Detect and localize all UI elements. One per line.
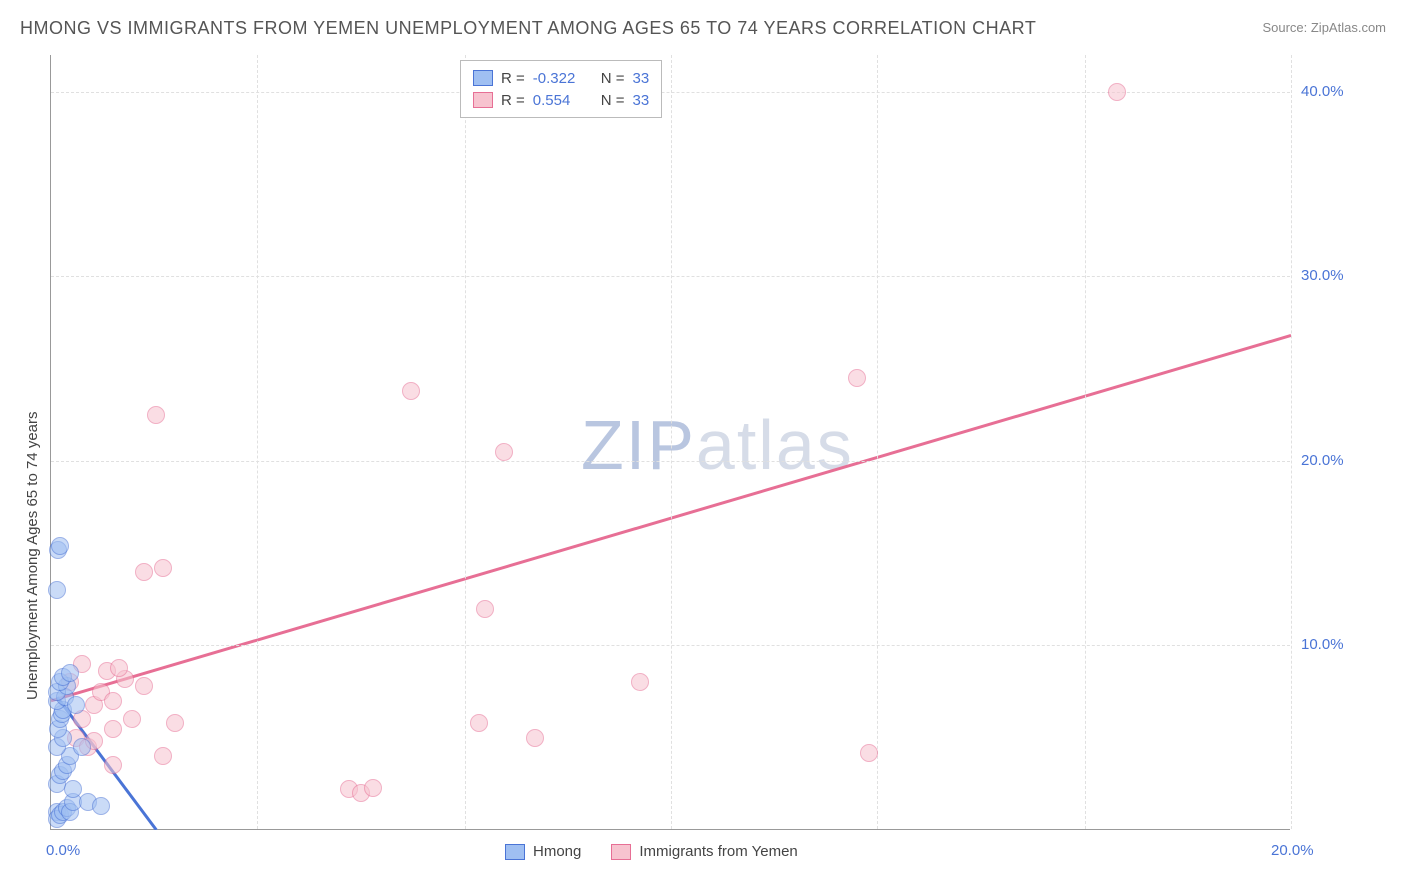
- legend-row: R = -0.322 N = 33: [473, 67, 649, 89]
- legend-swatch: [473, 70, 493, 86]
- legend-row: R = 0.554 N = 33: [473, 89, 649, 111]
- data-point-hmong: [73, 738, 91, 756]
- y-tick-label: 40.0%: [1301, 83, 1344, 100]
- legend-n-value: 33: [633, 70, 650, 87]
- data-point-yemen: [104, 756, 122, 774]
- plot-area: ZIPatlas 10.0%20.0%30.0%40.0%0.0%20.0%: [50, 55, 1290, 830]
- y-axis-label: Unemployment Among Ages 65 to 74 years: [24, 411, 41, 700]
- legend-swatch: [473, 92, 493, 108]
- legend-series: Hmong Immigrants from Yemen: [505, 843, 798, 860]
- watermark: ZIPatlas: [581, 405, 854, 485]
- legend-n-label: N =: [601, 92, 625, 109]
- legend-item: Immigrants from Yemen: [611, 843, 797, 860]
- legend-r-value: 0.554: [533, 92, 587, 109]
- x-tick-label: 0.0%: [46, 842, 80, 859]
- chart-title: HMONG VS IMMIGRANTS FROM YEMEN UNEMPLOYM…: [20, 18, 1036, 39]
- data-point-yemen: [860, 744, 878, 762]
- data-point-yemen: [123, 710, 141, 728]
- grid-line-v: [465, 55, 466, 829]
- data-point-yemen: [154, 747, 172, 765]
- data-point-yemen: [147, 406, 165, 424]
- legend-label: Immigrants from Yemen: [639, 843, 797, 860]
- grid-line-v: [1085, 55, 1086, 829]
- data-point-yemen: [631, 673, 649, 691]
- y-tick-label: 10.0%: [1301, 636, 1344, 653]
- data-point-yemen: [495, 443, 513, 461]
- data-point-yemen: [470, 714, 488, 732]
- grid-line-v: [257, 55, 258, 829]
- y-tick-label: 30.0%: [1301, 267, 1344, 284]
- legend-n-value: 33: [633, 92, 650, 109]
- data-point-hmong: [67, 696, 85, 714]
- data-point-yemen: [166, 714, 184, 732]
- chart-container: HMONG VS IMMIGRANTS FROM YEMEN UNEMPLOYM…: [0, 0, 1406, 892]
- data-point-yemen: [1108, 83, 1126, 101]
- x-tick-label: 20.0%: [1271, 842, 1314, 859]
- legend-swatch: [611, 844, 631, 860]
- legend-n-label: N =: [601, 70, 625, 87]
- y-tick-label: 20.0%: [1301, 452, 1344, 469]
- data-point-hmong: [61, 664, 79, 682]
- data-point-yemen: [364, 779, 382, 797]
- legend-item: Hmong: [505, 843, 581, 860]
- legend-swatch: [505, 844, 525, 860]
- data-point-yemen: [848, 369, 866, 387]
- data-point-yemen: [135, 563, 153, 581]
- data-point-yemen: [476, 600, 494, 618]
- legend-correlation: R = -0.322 N = 33 R = 0.554 N = 33: [460, 60, 662, 118]
- data-point-hmong: [64, 780, 82, 798]
- data-point-yemen: [526, 729, 544, 747]
- grid-line-v: [877, 55, 878, 829]
- legend-r-value: -0.322: [533, 70, 587, 87]
- data-point-hmong: [51, 537, 69, 555]
- grid-line-v: [1291, 55, 1292, 829]
- data-point-yemen: [154, 559, 172, 577]
- data-point-yemen: [110, 659, 128, 677]
- legend-label: Hmong: [533, 843, 581, 860]
- data-point-yemen: [104, 692, 122, 710]
- data-point-hmong: [92, 797, 110, 815]
- source-label: Source: ZipAtlas.com: [1262, 20, 1386, 35]
- data-point-yemen: [104, 720, 122, 738]
- grid-line-v: [671, 55, 672, 829]
- data-point-yemen: [135, 677, 153, 695]
- data-point-yemen: [402, 382, 420, 400]
- legend-r-label: R =: [501, 92, 525, 109]
- legend-r-label: R =: [501, 70, 525, 87]
- data-point-hmong: [48, 581, 66, 599]
